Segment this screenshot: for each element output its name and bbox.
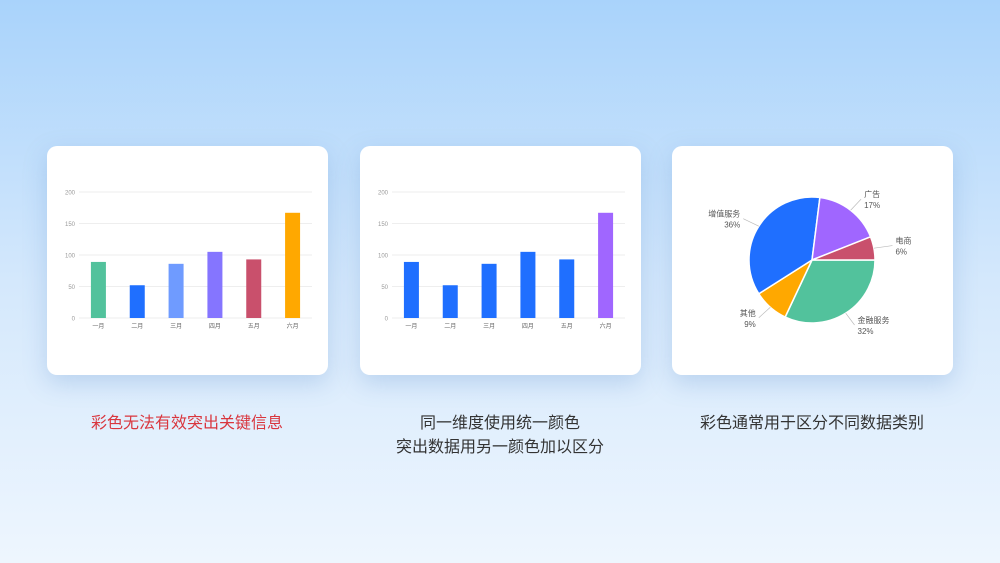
x-tick-label: 三月	[483, 323, 495, 330]
bar	[520, 251, 536, 318]
pie-label-leader	[873, 245, 893, 249]
bar-chart-card-colorful: 0 50 100 150 200 一月 二月 三月 四月 五月 六月	[47, 146, 328, 375]
bar	[168, 263, 184, 318]
caption-highlight-line2: 突出数据用另一颜色加以区分	[395, 439, 604, 456]
bar	[207, 251, 223, 318]
bar	[90, 261, 106, 318]
x-tick-label: 一月	[92, 323, 104, 330]
x-tick-label: 五月	[248, 323, 260, 330]
bar	[129, 285, 145, 318]
y-tick-label: 100	[65, 254, 76, 260]
y-tick-label: 100	[378, 254, 389, 260]
pie-chart-card: 金融服务 32% 其他 9% 增值服务 36% 广告 17% 电商 6%	[672, 146, 953, 375]
caption-pie: 彩色通常用于区分不同数据类别	[699, 415, 924, 432]
x-tick-label: 一月	[405, 323, 417, 330]
bar	[285, 212, 301, 318]
pie-label-leader	[845, 312, 855, 326]
x-tick-label: 四月	[522, 323, 534, 330]
x-tick-label: 二月	[444, 323, 456, 330]
pie-label: 增值服务	[708, 209, 740, 219]
pie-label: 其他	[740, 308, 756, 318]
y-tick-label: 200	[65, 191, 76, 197]
pie-label: 金融服务	[858, 315, 890, 325]
bar	[598, 212, 614, 318]
x-tick-label: 四月	[209, 323, 221, 330]
y-tick-label: 150	[378, 222, 389, 228]
y-tick-label: 200	[378, 191, 389, 197]
bar-chart-colorful: 0 50 100 150 200 一月 二月 三月 四月 五月 六月	[65, 191, 312, 330]
pie-percent: 9%	[744, 320, 756, 329]
y-tick-label: 0	[72, 317, 76, 323]
pie-slice	[811, 196, 872, 262]
y-tick-label: 0	[385, 317, 389, 323]
pie-label-leader	[758, 306, 771, 319]
bar	[481, 263, 497, 318]
caption-colorful: 彩色无法有效突出关键信息	[90, 415, 283, 432]
x-tick-label: 六月	[600, 322, 612, 330]
pie-slice	[784, 259, 876, 324]
bar	[246, 259, 262, 318]
pie-percent: 32%	[858, 327, 874, 336]
pie-label-leader	[850, 198, 862, 211]
pie-slice	[748, 196, 821, 295]
pie-percent: 36%	[724, 221, 740, 230]
pie-chart: 金融服务 32% 其他 9% 增值服务 36% 广告 17% 电商 6%	[708, 189, 911, 336]
bar-chart-highlight: 0 50 100 150 200 一月 二月 三月 四月 五月 六月	[378, 191, 625, 330]
bar	[559, 259, 575, 318]
bar	[442, 285, 458, 318]
y-tick-label: 50	[381, 285, 388, 291]
pie-percent: 6%	[895, 248, 907, 257]
bar-chart-card-highlight: 0 50 100 150 200 一月 二月 三月 四月 五月 六月	[360, 146, 641, 375]
x-tick-label: 二月	[131, 323, 143, 330]
bar	[403, 261, 419, 318]
pie-label: 广告	[864, 189, 880, 199]
y-tick-label: 50	[68, 285, 75, 291]
caption-highlight: 同一维度使用统一颜色 突出数据用另一颜色加以区分	[350, 412, 650, 460]
x-tick-label: 六月	[287, 322, 299, 330]
y-tick-label: 150	[65, 222, 76, 228]
pie-label: 电商	[895, 236, 911, 246]
x-tick-label: 三月	[170, 323, 182, 330]
pie-label-leader	[743, 218, 759, 227]
pie-percent: 17%	[864, 201, 880, 210]
caption-highlight-line1: 同一维度使用统一颜色	[419, 415, 580, 432]
x-tick-label: 五月	[561, 323, 573, 330]
